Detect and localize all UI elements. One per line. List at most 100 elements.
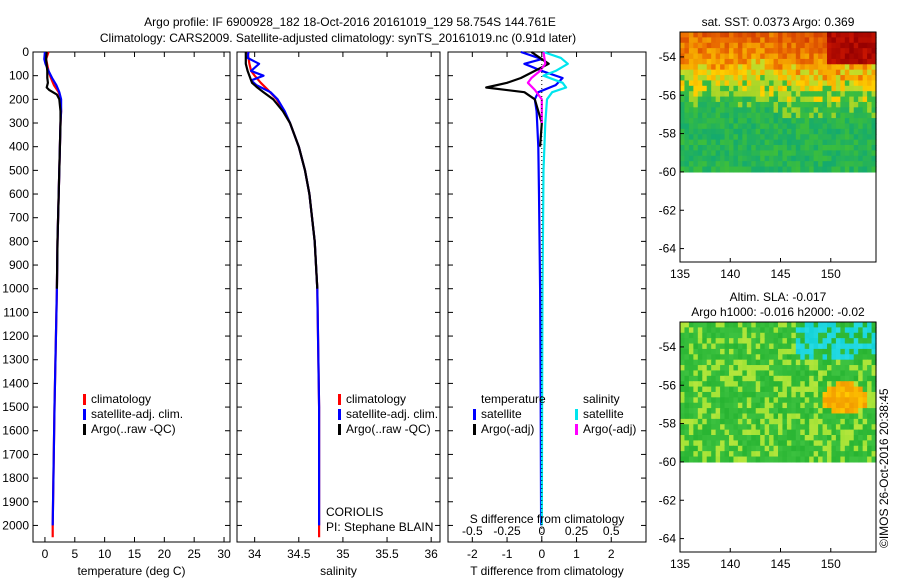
map-cell bbox=[733, 391, 739, 398]
map-cell bbox=[786, 402, 792, 409]
map-cell bbox=[729, 96, 735, 103]
map-cell bbox=[702, 80, 708, 87]
map-cell bbox=[680, 69, 686, 76]
map-cell bbox=[746, 338, 752, 345]
map-cell bbox=[697, 402, 703, 409]
map-cell bbox=[697, 424, 703, 431]
map-cell bbox=[800, 101, 806, 108]
map-cell bbox=[688, 451, 694, 458]
map-cell bbox=[760, 429, 766, 436]
map-cell bbox=[733, 440, 739, 447]
map-cell bbox=[858, 424, 864, 431]
map-cell bbox=[849, 118, 855, 125]
map-cell bbox=[706, 451, 712, 458]
map-cell bbox=[724, 145, 730, 151]
map-cell bbox=[795, 161, 801, 168]
map-cell bbox=[831, 42, 837, 49]
map-cell bbox=[737, 391, 743, 398]
map-cell bbox=[827, 69, 833, 76]
map-cell bbox=[684, 139, 690, 146]
map-cell bbox=[702, 445, 708, 452]
map-cell bbox=[769, 391, 775, 398]
map-cell bbox=[778, 75, 784, 82]
map-cell bbox=[782, 440, 788, 447]
map-cell bbox=[813, 42, 819, 49]
map-cell bbox=[835, 96, 841, 103]
map-cell bbox=[822, 381, 828, 388]
map-cell bbox=[755, 145, 761, 151]
map-cell bbox=[733, 322, 739, 328]
map-cell bbox=[853, 80, 859, 87]
map-cell bbox=[688, 413, 694, 420]
map-cell bbox=[800, 32, 806, 38]
map-cell bbox=[809, 402, 815, 409]
map-cell bbox=[720, 155, 726, 162]
map-cell bbox=[711, 375, 717, 382]
y-tick-label: 100 bbox=[9, 69, 29, 83]
x-tick-label: 1 bbox=[573, 547, 580, 561]
map-cell bbox=[871, 370, 877, 377]
map-cell bbox=[778, 58, 784, 65]
map-cell bbox=[871, 155, 877, 162]
map-cell bbox=[769, 118, 775, 125]
map-cell bbox=[853, 327, 859, 334]
map-cell bbox=[737, 359, 743, 366]
map-cell bbox=[715, 107, 721, 114]
map-cell bbox=[693, 69, 699, 76]
map-cell bbox=[737, 145, 743, 151]
map-cell bbox=[813, 58, 819, 65]
map-cell bbox=[760, 327, 766, 334]
map-cell bbox=[858, 408, 864, 415]
map-cell bbox=[769, 327, 775, 334]
map-cell bbox=[858, 338, 864, 345]
map-cell bbox=[827, 375, 833, 382]
map-cell bbox=[831, 435, 837, 441]
map-cell bbox=[835, 370, 841, 377]
map-cell bbox=[809, 338, 815, 345]
map-cell bbox=[827, 85, 833, 92]
map-cell bbox=[751, 359, 757, 366]
map-cell bbox=[804, 101, 810, 108]
map-cell bbox=[858, 85, 864, 92]
map-cell bbox=[680, 118, 686, 125]
y-tick-label: 1200 bbox=[2, 329, 29, 343]
map-cell bbox=[800, 451, 806, 458]
map-cell bbox=[818, 391, 824, 398]
y-tick-label: -56 bbox=[659, 88, 677, 102]
map-cell bbox=[835, 386, 841, 393]
map-cell bbox=[724, 381, 730, 388]
map-cell bbox=[684, 338, 690, 345]
map-cell bbox=[871, 42, 877, 49]
legend-swatch bbox=[83, 394, 86, 405]
map-cell bbox=[853, 456, 859, 463]
x2-tick-label: -0.25 bbox=[493, 524, 521, 538]
map-cell bbox=[862, 451, 868, 458]
map-cell bbox=[853, 322, 859, 328]
map-cell bbox=[813, 85, 819, 92]
map-cell bbox=[702, 91, 708, 98]
map-cell bbox=[849, 391, 855, 398]
map-cell bbox=[853, 408, 859, 415]
map-cell bbox=[755, 58, 761, 65]
map-cell bbox=[773, 75, 779, 82]
map-cell bbox=[822, 155, 828, 162]
legend-swatch bbox=[83, 424, 86, 435]
map-cell bbox=[831, 80, 837, 87]
map-cell bbox=[711, 150, 717, 157]
map-cell bbox=[786, 370, 792, 377]
map-cell bbox=[871, 456, 877, 463]
map-cell bbox=[818, 435, 824, 441]
map-cell bbox=[844, 96, 850, 103]
y-tick-label: 1500 bbox=[2, 400, 29, 414]
map-cell bbox=[711, 435, 717, 441]
map-cell bbox=[680, 359, 686, 366]
map-cell bbox=[755, 64, 761, 71]
y-tick-label: 500 bbox=[9, 163, 29, 177]
map-cell bbox=[862, 402, 868, 409]
map-cell bbox=[773, 80, 779, 87]
x-tick-label: 35 bbox=[336, 547, 350, 561]
map-cell bbox=[729, 139, 735, 146]
map-cell bbox=[729, 338, 735, 345]
map-cell bbox=[755, 413, 761, 420]
map-cell bbox=[840, 37, 846, 44]
